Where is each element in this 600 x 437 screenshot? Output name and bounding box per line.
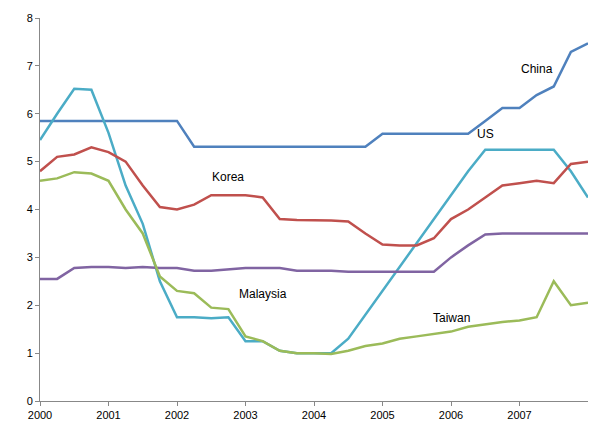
svg-text:US: US xyxy=(477,127,494,141)
svg-text:Taiwan: Taiwan xyxy=(433,311,470,325)
svg-text:2001: 2001 xyxy=(96,409,120,421)
svg-text:2002: 2002 xyxy=(165,409,189,421)
svg-text:2006: 2006 xyxy=(439,409,463,421)
svg-text:7: 7 xyxy=(27,60,33,72)
svg-text:2004: 2004 xyxy=(302,409,326,421)
svg-text:2000: 2000 xyxy=(28,409,52,421)
svg-text:0: 0 xyxy=(27,395,33,407)
svg-text:6: 6 xyxy=(27,108,33,120)
svg-text:Malaysia: Malaysia xyxy=(239,287,287,301)
svg-text:3: 3 xyxy=(27,251,33,263)
svg-text:2007: 2007 xyxy=(507,409,531,421)
svg-text:2: 2 xyxy=(27,299,33,311)
svg-text:Korea: Korea xyxy=(212,170,244,184)
svg-text:8: 8 xyxy=(27,12,33,24)
svg-text:China: China xyxy=(521,62,553,76)
svg-text:5: 5 xyxy=(27,155,33,167)
svg-text:1: 1 xyxy=(27,347,33,359)
svg-text:2003: 2003 xyxy=(233,409,257,421)
svg-text:4: 4 xyxy=(27,203,33,215)
svg-text:2005: 2005 xyxy=(370,409,394,421)
